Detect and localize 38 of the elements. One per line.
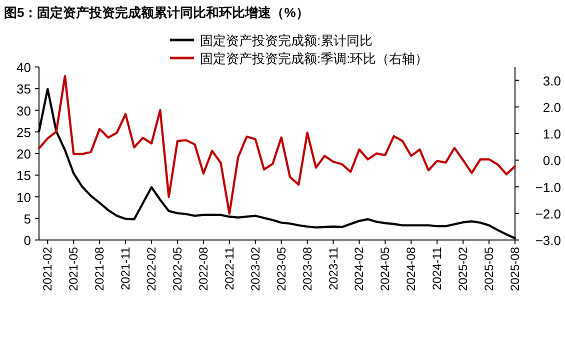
legend-label: 固定资产投资完成额:累计同比: [200, 33, 373, 48]
x-tick-label: 2025-05: [482, 246, 496, 292]
y-tick-label: 5: [24, 211, 31, 226]
y-tick-label: 15: [16, 168, 31, 184]
x-tick-label: 2023-05: [274, 246, 288, 292]
y2-tick-label: −2.0: [535, 206, 561, 222]
x-tick-label: 2021-02: [40, 246, 55, 292]
y2-tick-label: 3.0: [542, 73, 561, 88]
x-tick-label: 2023-11: [326, 246, 340, 290]
x-tick-label: 2021-05: [66, 246, 81, 292]
x-tick-label: 2024-02: [352, 246, 366, 292]
x-tick-label: 2024-08: [404, 246, 418, 292]
x-tick-label: 2022-05: [170, 246, 184, 292]
y2-tick-label: 2.0: [542, 100, 561, 115]
legend-label: 固定资产投资完成额:季调:环比（右轴）: [200, 51, 428, 66]
y-tick-label: 40: [16, 60, 31, 75]
y-tick-label: 20: [16, 146, 31, 162]
chart-title: 图5：固定资产投资完成额累计同比和环比增速（%）: [4, 5, 309, 20]
x-tick-label: 2021-08: [92, 246, 107, 292]
x-tick-label: 2021-11: [118, 246, 133, 290]
x-tick-label: 2025-02: [456, 246, 470, 292]
x-tick-label: 2024-11: [430, 246, 444, 290]
x-tick-label: 2022-11: [222, 246, 236, 290]
y-tick-label: 35: [16, 82, 31, 97]
y-tick-label: 10: [16, 190, 31, 205]
y-tick-label: 0: [24, 233, 31, 248]
y2-tick-label: 1.0: [542, 126, 561, 142]
x-tick-label: 2022-08: [196, 246, 210, 292]
y2-tick-label: −1.0: [535, 180, 561, 195]
y2-tick-label: −3.0: [535, 233, 561, 248]
y-tick-label: 30: [16, 103, 31, 118]
y-tick-label: 25: [16, 124, 31, 140]
y2-tick-label: 0.0: [542, 153, 561, 168]
x-tick-label: 2025-08: [508, 246, 522, 292]
x-tick-label: 2024-05: [378, 246, 392, 292]
x-tick-label: 2023-08: [300, 246, 314, 292]
x-tick-label: 2023-02: [248, 246, 262, 292]
x-tick-label: 2022-02: [144, 246, 159, 292]
